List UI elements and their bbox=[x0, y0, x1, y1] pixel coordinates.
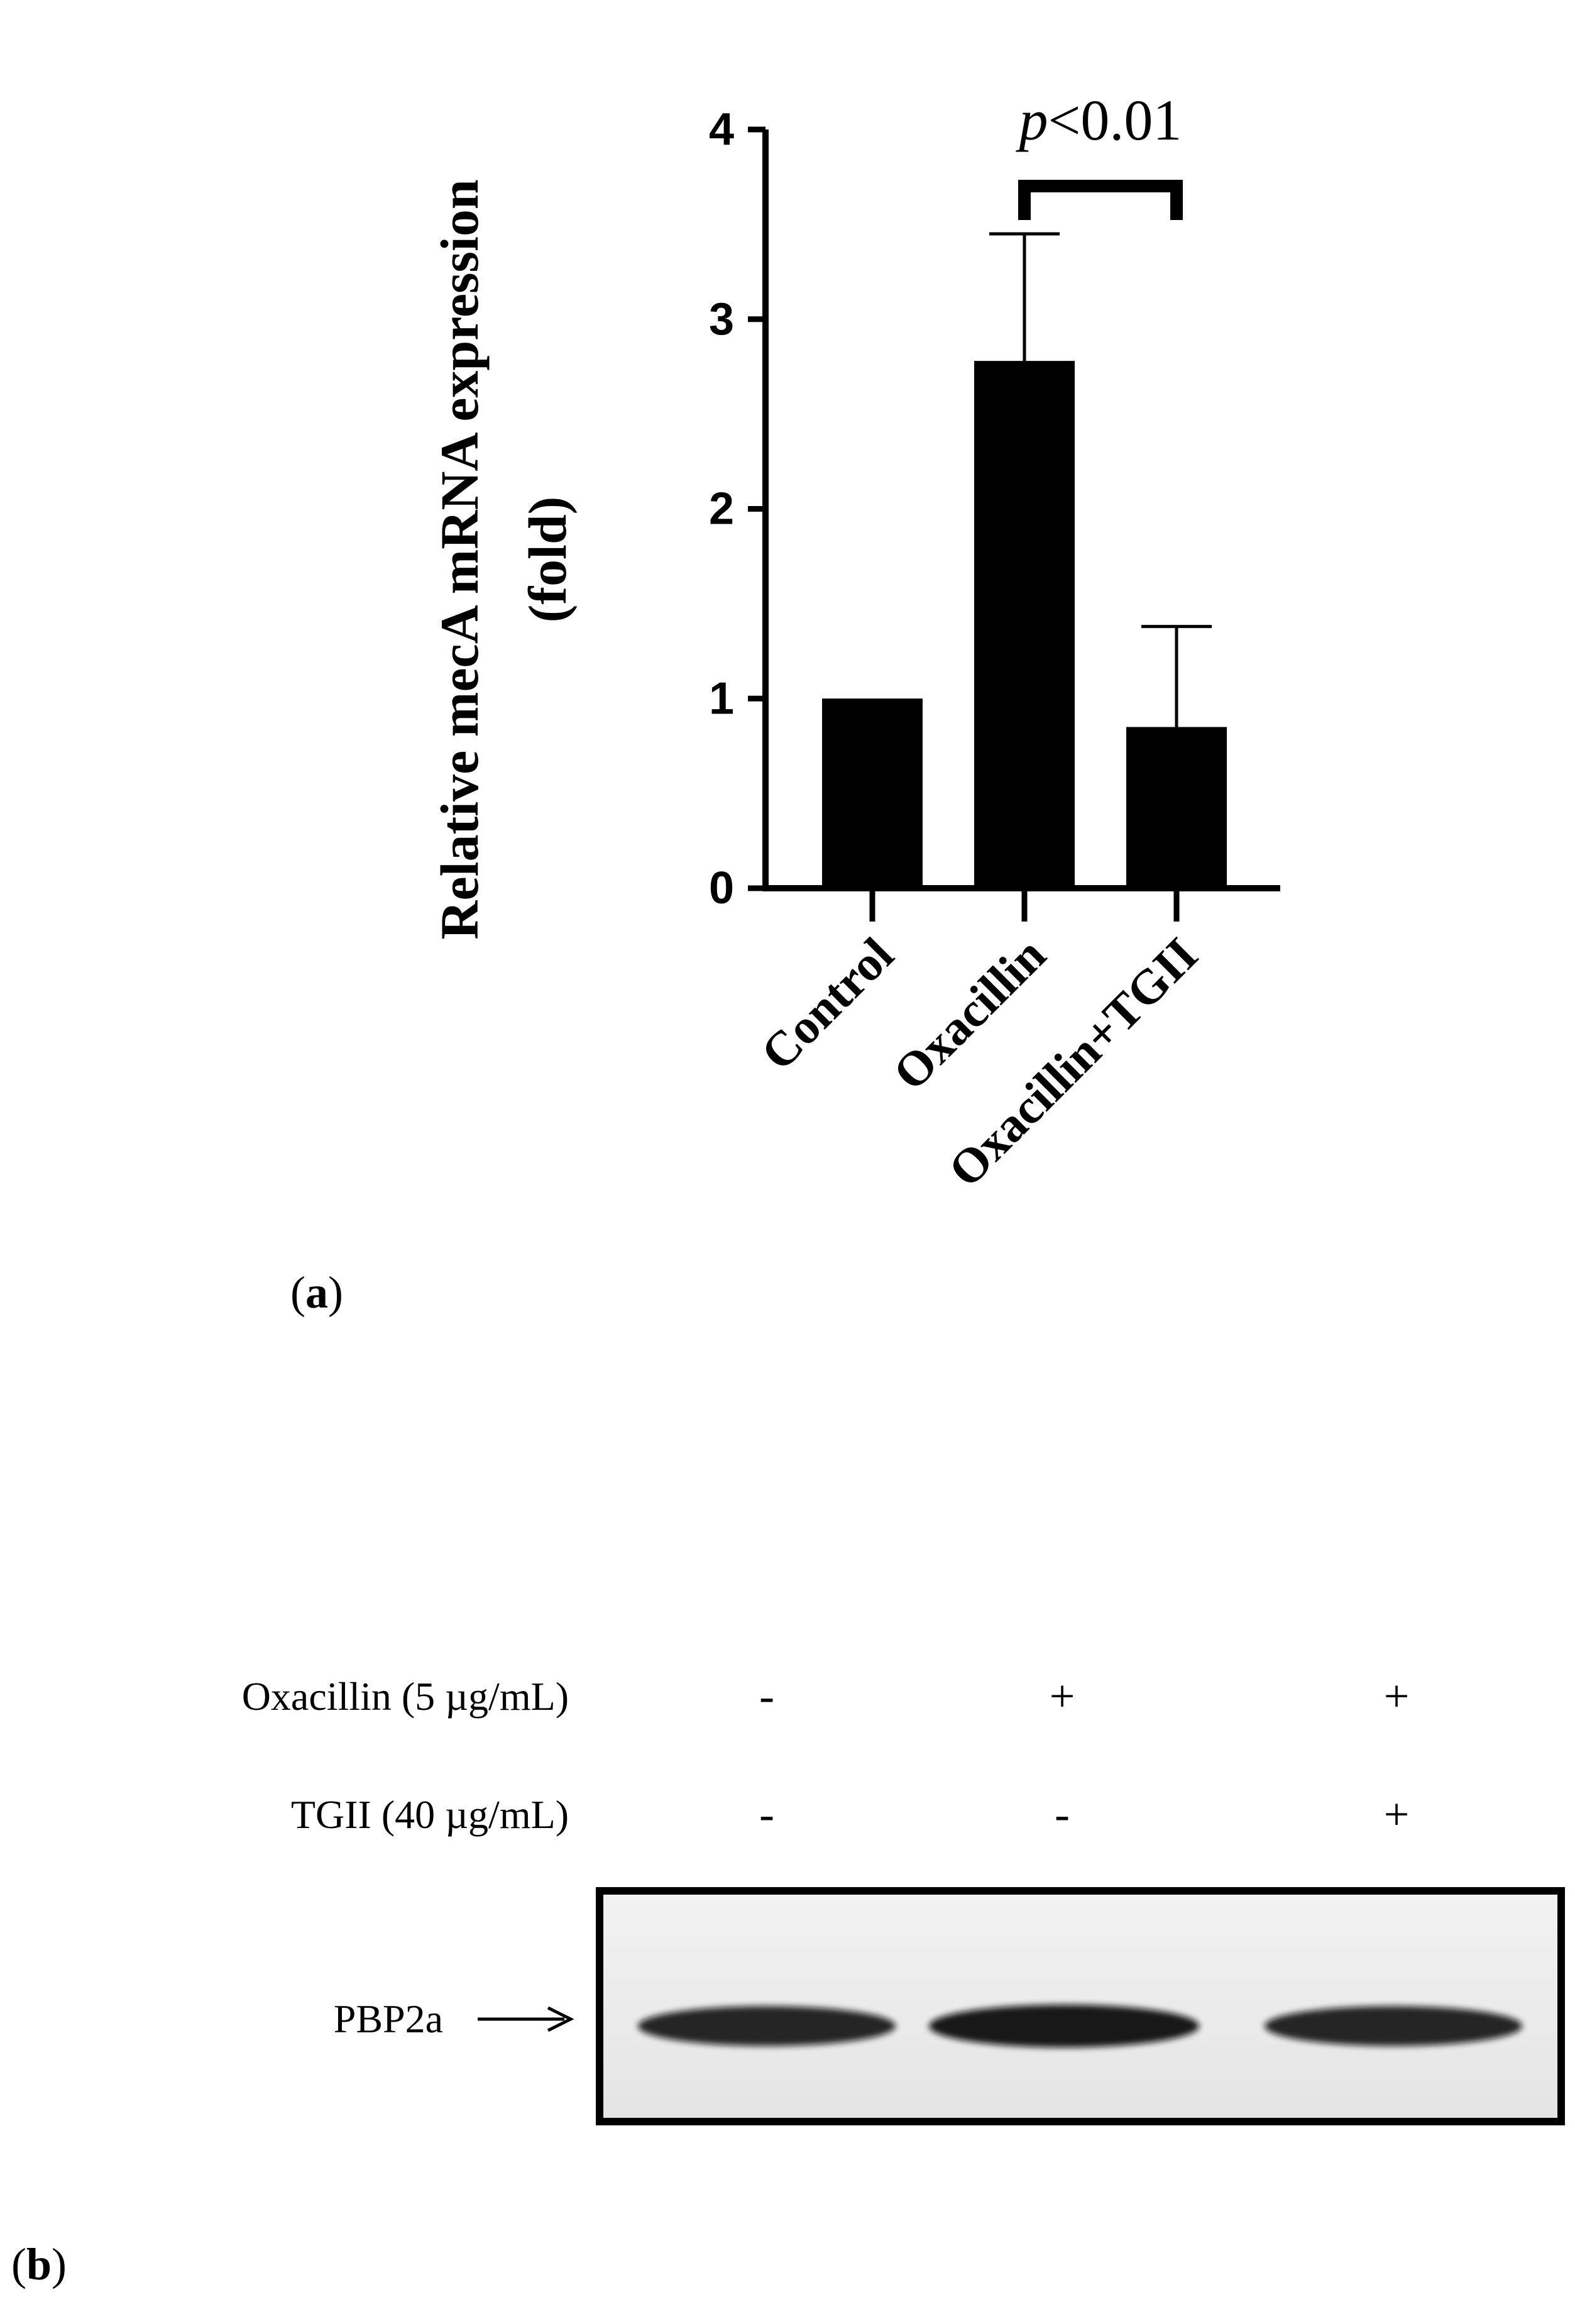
error-bars bbox=[989, 232, 1212, 727]
pbp2a-band-lane-3 bbox=[1265, 2006, 1522, 2046]
oxacillin-mark-lane-2: + bbox=[1050, 1671, 1075, 1721]
error-bar-3 bbox=[1141, 625, 1212, 727]
tgii-mark-lane-2: - bbox=[1055, 1789, 1070, 1839]
p-value-text: <0.01 bbox=[1048, 88, 1182, 152]
oxacillin-mark-lane-3: + bbox=[1384, 1671, 1410, 1721]
y-tick-label: 4 bbox=[709, 104, 734, 155]
arrow-right-icon bbox=[478, 2006, 574, 2032]
y-axis-label-line1: Relative mecA mRNA expression bbox=[429, 179, 490, 939]
y-tick-label: 2 bbox=[709, 484, 734, 534]
oxacillin-mark-lane-1: - bbox=[759, 1671, 774, 1721]
y-tick-label: 1 bbox=[709, 673, 734, 724]
pbp2a-band-lane-1 bbox=[638, 2006, 896, 2046]
y-axis-label: Relative mecA mRNA expression (fold) bbox=[429, 179, 578, 939]
error-bar-2 bbox=[989, 232, 1060, 361]
blot-bands bbox=[638, 2005, 1522, 2047]
y-tick-label: 0 bbox=[709, 863, 734, 913]
x-tick-label: Control bbox=[750, 927, 904, 1081]
bar-3 bbox=[1126, 727, 1227, 888]
tgii-mark-lane-3: + bbox=[1384, 1789, 1410, 1839]
pbp2a-band-lane-2 bbox=[929, 2005, 1199, 2047]
pbp2a-label: PBP2a bbox=[334, 1996, 443, 2041]
significance-bracket bbox=[1018, 180, 1183, 220]
tgii-mark-lane-1: - bbox=[759, 1789, 774, 1839]
p-value-label: p<0.01 bbox=[1016, 88, 1182, 152]
y-tick-label: 3 bbox=[709, 294, 734, 344]
western-blot-panel: Oxacillin (5 µg/mL) TGII (40 µg/mL) - + … bbox=[242, 1671, 1565, 2125]
tgii-row-label: TGII (40 µg/mL) bbox=[291, 1792, 569, 1837]
oxacillin-row-label: Oxacillin (5 µg/mL) bbox=[242, 1674, 569, 1719]
y-ticks: 0 1 2 3 4 bbox=[709, 104, 766, 913]
bars bbox=[822, 361, 1227, 888]
p-symbol: p bbox=[1016, 88, 1048, 152]
y-axis-label-line2: (fold) bbox=[517, 497, 578, 623]
bar-2 bbox=[974, 361, 1075, 888]
panel-b-label: (b) bbox=[11, 2239, 67, 2289]
panel-a-label: (a) bbox=[290, 1267, 343, 1318]
significance-annotation: p<0.01 bbox=[1016, 88, 1183, 220]
bar-1 bbox=[822, 698, 923, 888]
